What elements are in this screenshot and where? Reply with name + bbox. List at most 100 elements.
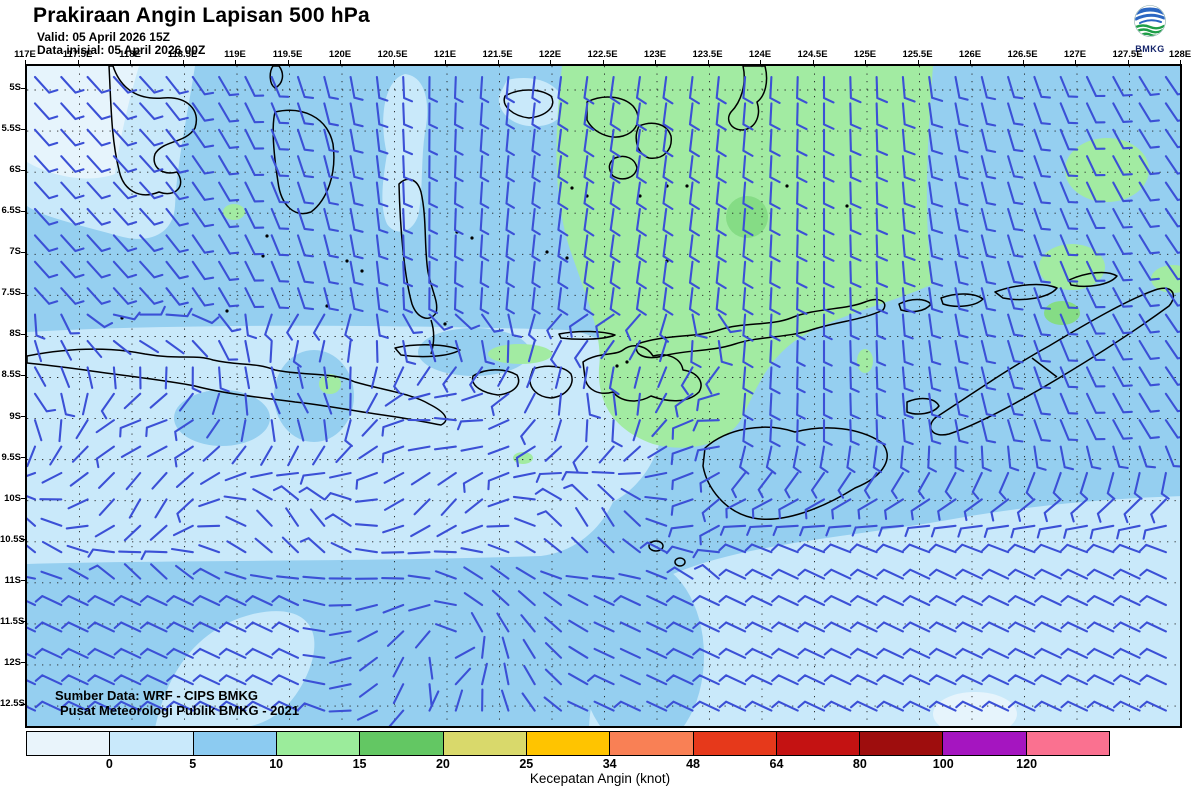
coastline [929,287,1175,436]
lat-tick-label: 7.5S [1,287,21,299]
coastline [272,109,335,215]
lat-tick-mark [21,457,25,459]
legend-color-segment [775,732,860,755]
coastline [1068,271,1118,288]
islet-speck [360,269,364,273]
islet-speck [225,309,229,313]
legend-color-segment [609,732,693,755]
wind-speed-region [418,328,530,376]
islet-speck [345,259,349,263]
bmkg-logo-text: BMKG [1135,44,1165,54]
lon-tick-mark [497,60,499,64]
coastline [471,369,520,396]
legend-tick-label: 5 [189,757,197,771]
lat-tick-mark [21,621,25,623]
islet-speck [845,204,849,208]
coastline [906,397,940,415]
lat-tick-label: 10S [4,492,21,504]
coastline [1031,357,1058,378]
legend-color-segment [942,732,1026,755]
data-source-text: Sumber Data: WRF - CIPS BMKG [55,688,258,703]
lat-tick-label: 11.5S [0,615,25,627]
bmkg-logo-icon [1134,5,1166,37]
coastline [635,298,886,359]
lon-tick-label: 117E [14,49,36,60]
lat-tick-label: 9.5S [1,451,21,463]
islet-speck [265,234,269,238]
lon-tick-label: 120.5E [377,49,408,60]
islet-speck [785,184,789,188]
lat-tick-mark [21,498,25,500]
lon-tick-mark [392,60,394,64]
lon-tick-label: 124.5E [797,49,828,60]
lat-tick-mark [21,333,25,335]
legend-color-segment [1025,732,1110,755]
lat-tick-label: 6.5S [1,205,21,217]
islet-speck [565,256,569,260]
wind-field-plot [27,66,1180,726]
lon-tick-mark [1127,60,1129,64]
lon-tick-mark [77,60,79,64]
lon-tick-label: 125E [853,49,877,60]
legend-colorbar [26,731,1110,756]
wind-speed-region [726,196,768,238]
lat-tick-label: 11S [4,574,21,586]
legend-tick-label: 15 [352,757,367,771]
lon-tick-mark [1075,60,1076,64]
init-time: Data inisial: 05 April 2026 00Z [37,43,206,57]
lon-tick-label: 128E [1168,49,1192,60]
lat-tick-label: 9S [9,410,21,422]
lon-tick-label: 124E [748,49,772,60]
lon-tick-mark [812,60,814,64]
lat-tick-mark [21,128,25,130]
lon-tick-mark [287,60,289,64]
lon-tick-mark [182,60,184,64]
legend-color-segment [275,732,360,755]
lon-tick-mark [340,60,341,64]
lat-tick-mark [21,169,25,171]
lon-tick-label: 126E [958,49,982,60]
lon-tick-mark [865,60,866,64]
coastline [586,96,639,138]
wind-speed-region [933,692,1017,726]
lon-tick-label: 122E [538,49,562,60]
islet-speck [470,236,474,240]
wind-speed-region [1065,138,1149,202]
legend-color-segment [859,732,943,755]
lon-tick-label: 123.5E [692,49,723,60]
lon-tick-mark [25,60,26,64]
page-title: Prakiraan Angin Lapisan 500 hPa [33,4,370,27]
lat-tick-label: 10.5S [0,533,25,545]
lat-tick-mark [21,662,25,664]
coastline [108,66,198,196]
coastline [608,155,638,180]
islet-speck [261,254,265,258]
wind-map-canvas[interactable]: Sumber Data: WRF - CIPS BMKG Pusat Meteo… [25,64,1182,728]
lat-tick-label: 6S [9,164,21,176]
legend-color-segment [525,732,610,755]
lon-tick-label: 122.5E [587,49,618,60]
legend-tick-label: 80 [852,757,867,771]
wind-speed-region [488,344,552,364]
legend-color-segment [109,732,193,755]
lat-tick-mark [21,292,25,294]
wind-speed-region [319,374,341,394]
bmkg-logo: BMKG [1128,2,1172,54]
coastline [994,283,1058,301]
coastline [269,66,284,89]
coastline [648,540,664,552]
legend-tick-label: 64 [769,757,784,771]
wind-speed-region [382,74,428,232]
lon-tick-mark [917,60,919,64]
islet-speck [443,322,447,326]
legend-tick-label: 100 [932,757,954,771]
lon-tick-label: 121.5E [482,49,513,60]
lon-tick-label: 127E [1063,49,1087,60]
lon-tick-label: 119E [224,49,246,60]
coastline [27,348,447,426]
lat-tick-label: 7S [9,246,21,258]
lon-tick-mark [1022,60,1024,64]
lon-tick-label: 120E [328,49,352,60]
lat-tick-label: 5.5S [1,123,21,135]
